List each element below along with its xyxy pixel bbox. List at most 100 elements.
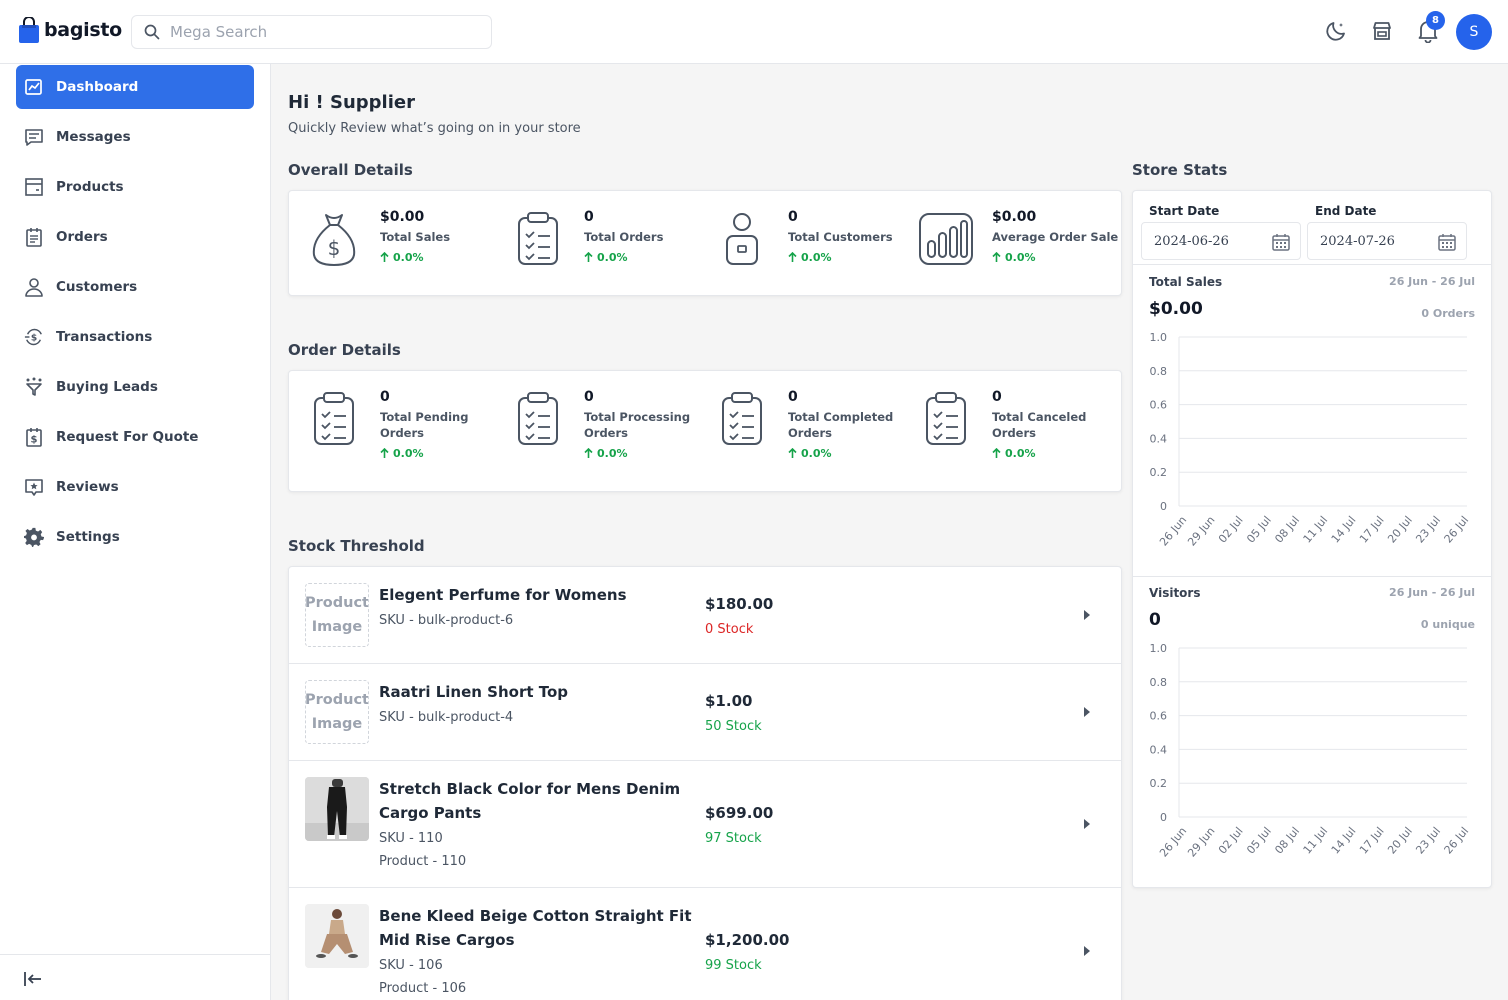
sidebar-item-products[interactable]: Products <box>16 165 254 209</box>
start-date-field[interactable] <box>1141 222 1301 260</box>
money-bag-icon: $ <box>306 209 362 269</box>
order-details-card: 0 Total Pending Orders 0.0% 0 Total Proc… <box>288 370 1122 492</box>
arrow-up-icon <box>380 448 389 458</box>
brand-logo[interactable]: bagisto <box>19 16 122 44</box>
y-tick-label: 0.8 <box>1150 365 1168 378</box>
stat-label: Total Canceled Orders <box>992 410 1087 440</box>
x-tick-label: 11 Jul <box>1301 825 1331 857</box>
clipboard-icon <box>510 209 566 269</box>
x-tick-label: 26 Jun <box>1157 825 1189 860</box>
page-subtitle: Quickly Review what’s going on in your s… <box>288 121 581 136</box>
dashboard-icon <box>24 77 44 97</box>
stat-change: 0.0% <box>584 251 663 264</box>
y-tick-label: 0.4 <box>1150 432 1168 445</box>
product-stock: 99 Stock <box>705 958 762 973</box>
sidebar-item-dashboard[interactable]: Dashboard <box>16 65 254 109</box>
brand-name: bagisto <box>44 19 122 41</box>
product-title: Product - 110 <box>379 854 467 869</box>
chevron-right-icon[interactable] <box>1083 946 1091 956</box>
stock-row[interactable]: Product Image Elegent Perfume for Womens… <box>289 567 1121 664</box>
x-tick-label: 14 Jul <box>1329 825 1359 857</box>
product-stock: 0 Stock <box>705 622 754 637</box>
quote-icon: $ <box>24 427 44 447</box>
search-input[interactable] <box>170 23 470 41</box>
placeholder-text: Product <box>305 692 369 708</box>
y-tick-label: 0 <box>1160 500 1167 513</box>
store-stats-card: Start Date End Date Total Sales 26 Jun -… <box>1132 190 1492 888</box>
sidebar-footer <box>0 954 270 1000</box>
arrow-up-icon <box>584 448 593 458</box>
stat-total-sales: $ $0.00 Total Sales 0.0% <box>306 209 450 269</box>
product-title: Product - 106 <box>379 981 467 996</box>
sidebar-item-label: Request For Quote <box>56 429 199 445</box>
stat-change-value: 0.0% <box>597 251 628 264</box>
x-tick-label: 17 Jul <box>1357 514 1387 546</box>
shopping-bag-icon <box>19 17 39 43</box>
x-tick-label: 29 Jun <box>1185 514 1217 549</box>
product-sku: SKU - 110 <box>379 831 443 846</box>
x-tick-label: 05 Jul <box>1244 514 1274 546</box>
arrow-up-icon <box>584 252 593 262</box>
y-tick-label: 0.6 <box>1150 710 1168 723</box>
stat-change: 0.0% <box>380 447 490 460</box>
y-tick-label: 0.2 <box>1150 466 1168 479</box>
sidebar-item-messages[interactable]: Messages <box>16 115 254 159</box>
search-box[interactable] <box>131 15 492 49</box>
store-stats-title: Store Stats <box>1132 161 1228 179</box>
stock-row[interactable]: Product Image Raatri Linen Short Top SKU… <box>289 664 1121 761</box>
customer-icon <box>714 209 770 269</box>
y-tick-label: 0.8 <box>1150 676 1168 689</box>
product-stock: 50 Stock <box>705 719 762 734</box>
chevron-right-icon[interactable] <box>1083 610 1091 620</box>
chevron-right-icon[interactable] <box>1083 819 1091 829</box>
end-date-input[interactable] <box>1320 233 1440 249</box>
store-icon <box>1373 22 1391 40</box>
arrow-up-icon <box>992 252 1001 262</box>
product-name: Bene Kleed Beige Cotton Straight Fit Mid… <box>379 907 692 949</box>
visitors-unique-count: 0 unique <box>1420 618 1475 631</box>
search-icon <box>144 24 160 40</box>
stat-completed-orders: 0 Total Completed Orders 0.0% <box>714 389 898 460</box>
top-header: bagisto 8 S <box>0 0 1508 64</box>
user-avatar[interactable]: S <box>1456 14 1492 50</box>
stock-row[interactable]: Stretch Black Color for Mens Denim Cargo… <box>289 761 1121 888</box>
stat-total-orders: 0 Total Orders 0.0% <box>510 209 663 269</box>
visitors-chart-label: Visitors <box>1149 586 1201 600</box>
sidebar-item-transactions[interactable]: $ Transactions <box>16 315 254 359</box>
stat-label: Total Sales <box>380 230 451 244</box>
x-tick-label: 02 Jul <box>1216 514 1246 546</box>
x-tick-label: 08 Jul <box>1272 514 1302 546</box>
chevron-right-icon[interactable] <box>1083 707 1091 717</box>
arrow-up-icon <box>788 252 797 262</box>
bar-chart-icon <box>918 209 974 269</box>
stat-value: 0 <box>788 209 798 225</box>
sidebar-item-buying-leads[interactable]: Buying Leads <box>16 365 254 409</box>
stat-value: 0 <box>584 209 594 225</box>
sidebar-item-label: Customers <box>56 279 138 295</box>
sidebar-item-label: Transactions <box>56 329 153 345</box>
end-date-field[interactable] <box>1307 222 1467 260</box>
x-tick-label: 29 Jun <box>1185 825 1217 860</box>
sidebar-item-customers[interactable]: Customers <box>16 265 254 309</box>
stat-change: 0.0% <box>788 447 898 460</box>
transaction-icon: $ <box>24 327 44 347</box>
arrow-up-icon <box>380 252 389 262</box>
sales-date-range: 26 Jun - 26 Jul <box>1389 275 1475 288</box>
sidebar-item-orders[interactable]: Orders <box>16 215 254 259</box>
sidebar-item-settings[interactable]: Settings <box>16 515 254 559</box>
sidebar-item-request-for-quote[interactable]: $ Request For Quote <box>16 415 254 459</box>
product-price: $699.00 <box>705 804 774 822</box>
stock-row[interactable]: Bene Kleed Beige Cotton Straight Fit Mid… <box>289 888 1121 1000</box>
y-tick-label: 1.0 <box>1150 331 1168 344</box>
x-tick-label: 23 Jul <box>1413 825 1443 857</box>
x-tick-label: 20 Jul <box>1385 514 1415 546</box>
collapse-sidebar-button[interactable] <box>22 968 44 990</box>
start-date-input[interactable] <box>1154 233 1274 249</box>
x-tick-label: 05 Jul <box>1244 825 1274 857</box>
sidebar-item-reviews[interactable]: Reviews <box>16 465 254 509</box>
sales-chart-label: Total Sales <box>1149 275 1223 289</box>
dark-mode-toggle[interactable] <box>1322 17 1350 45</box>
x-tick-label: 17 Jul <box>1357 825 1387 857</box>
stat-value: 0 <box>992 389 1002 405</box>
storefront-button[interactable] <box>1368 17 1396 45</box>
